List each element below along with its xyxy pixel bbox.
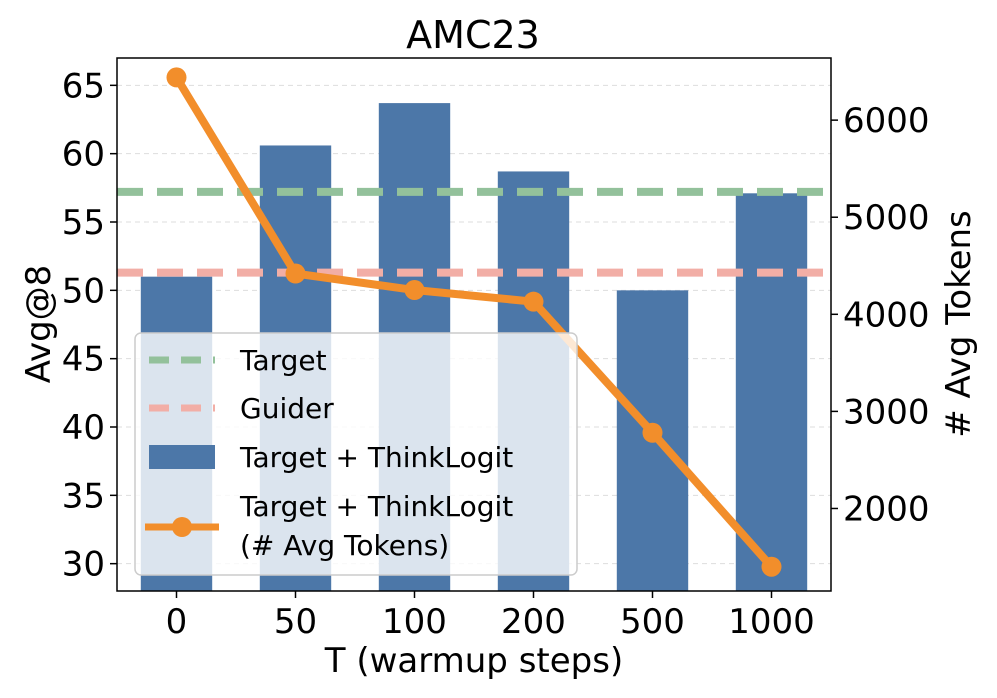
- x-axis-label: T (warmup steps): [324, 641, 623, 681]
- y2-tick-label-2000: 2000: [843, 489, 930, 529]
- legend-line-label-2: (# Avg Tokens): [240, 529, 449, 562]
- x-tick-label-1000: 1000: [728, 602, 815, 642]
- legend-bar-swatch: [149, 445, 215, 469]
- chart-title: AMC23: [406, 13, 540, 57]
- x-tick-label-200: 200: [501, 602, 566, 642]
- legend-line-marker: [172, 517, 192, 537]
- x-tick-label-0: 0: [166, 602, 188, 642]
- tokens-point-1000: [761, 556, 782, 577]
- bar-1000: [735, 193, 808, 592]
- y2-tick-label-3000: 3000: [843, 392, 930, 432]
- y-tick-label-40: 40: [62, 408, 105, 448]
- legend-bar-label: Target + ThinkLogit: [239, 441, 513, 474]
- y2-tick-label-6000: 6000: [843, 101, 930, 141]
- y-tick-label-30: 30: [62, 545, 105, 585]
- reference-lines: [117, 187, 831, 277]
- y-tick-label-55: 55: [62, 203, 105, 243]
- x-tick-label-100: 100: [382, 602, 447, 642]
- tokens-point-100: [404, 280, 425, 301]
- left-axis-ticks: 30 35 40 45 50 55 60 65: [62, 66, 117, 585]
- y-tick-label-50: 50: [62, 271, 105, 311]
- y-tick-label-35: 35: [62, 476, 105, 516]
- left-axis-label: Avg@8: [19, 265, 59, 384]
- tokens-point-0: [166, 67, 187, 88]
- right-axis-ticks: 2000 3000 4000 5000 6000: [831, 101, 930, 529]
- plot-frame: [116, 57, 832, 592]
- legend: Target Guider Target + ThinkLogit Target…: [134, 332, 578, 576]
- legend-target-label: Target: [239, 344, 327, 377]
- legend-guider-label: Guider: [240, 392, 334, 425]
- y2-tick-label-4000: 4000: [843, 295, 930, 335]
- y-tick-label-60: 60: [62, 135, 105, 175]
- x-tick-label-500: 500: [620, 602, 685, 642]
- tokens-point-200: [523, 291, 544, 312]
- y-tick-label-65: 65: [62, 66, 105, 106]
- tokens-line: [172, 73, 776, 571]
- right-axis-label: # Avg Tokens: [939, 210, 979, 438]
- tokens-line-series: [166, 67, 782, 577]
- y2-tick-label-5000: 5000: [843, 198, 930, 238]
- legend-box: [134, 332, 578, 576]
- legend-line-label-1: Target + ThinkLogit: [239, 490, 513, 523]
- y-tick-label-45: 45: [62, 340, 105, 380]
- x-axis-ticks: 0 50 100 200 500 1000: [166, 591, 815, 642]
- tokens-point-500: [642, 422, 663, 443]
- x-tick-label-50: 50: [274, 602, 317, 642]
- tokens-point-50: [285, 263, 306, 284]
